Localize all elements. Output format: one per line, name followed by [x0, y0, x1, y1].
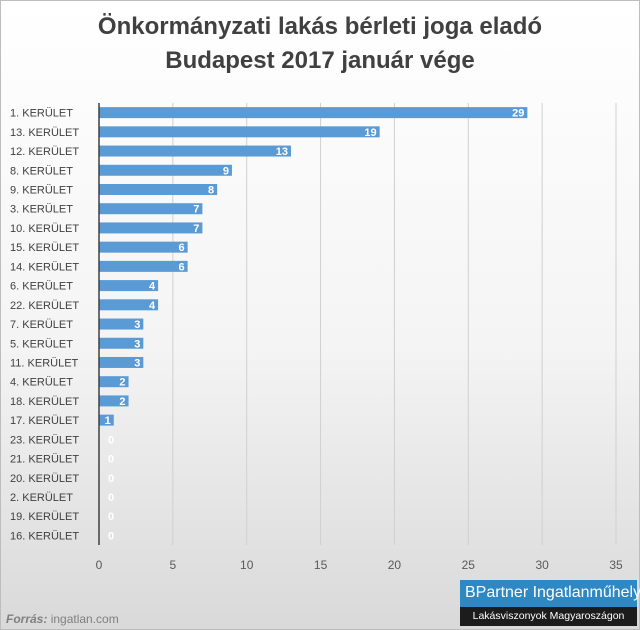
data-label: 19 [364, 127, 376, 139]
category-label: 9. KERÜLET [10, 184, 73, 196]
x-tick-label: 5 [170, 558, 177, 572]
bar [99, 395, 129, 407]
bar [99, 280, 159, 292]
x-tick-label: 30 [535, 558, 549, 572]
category-label: 13. KERÜLET [10, 127, 79, 139]
data-label: 0 [108, 492, 114, 504]
category-label: 22. KERÜLET [10, 300, 79, 312]
data-label: 3 [134, 319, 140, 331]
x-tick-label: 20 [388, 558, 402, 572]
category-label: 5. KERÜLET [10, 338, 73, 350]
data-label: 9 [223, 165, 229, 177]
category-label: 15. KERÜLET [10, 242, 79, 254]
category-label: 10. KERÜLET [10, 223, 79, 235]
x-tick-label: 25 [462, 558, 476, 572]
data-label: 4 [149, 281, 156, 293]
source-note: Forrás: ingatlan.com [6, 612, 119, 626]
data-label: 7 [193, 204, 199, 216]
category-label: 8. KERÜLET [10, 165, 73, 177]
category-label: 14. KERÜLET [10, 261, 79, 273]
data-label: 0 [108, 434, 114, 446]
category-label: 11. KERÜLET [10, 357, 79, 369]
data-label: 8 [208, 184, 214, 196]
category-label: 2. KERÜLET [10, 492, 73, 504]
bar [99, 299, 159, 311]
category-label: 17. KERÜLET [10, 415, 79, 427]
source-label: Forrás: [6, 612, 48, 626]
data-label: 3 [134, 338, 140, 350]
bar [99, 183, 218, 195]
bar [99, 107, 528, 119]
source-text: ingatlan.com [50, 612, 119, 626]
chart-title-line1: Önkormányzati lakás bérleti joga eladó [97, 13, 543, 40]
data-label: 7 [193, 223, 199, 235]
data-label: 2 [119, 396, 125, 408]
data-label: 0 [108, 473, 114, 485]
x-tick-label: 0 [96, 558, 103, 572]
category-label: 19. KERÜLET [10, 511, 79, 523]
brand-logo: BPartner Ingatlanműhely Lakásviszonyok M… [460, 580, 640, 626]
bar [99, 356, 144, 368]
bar [99, 376, 129, 388]
data-label: 4 [149, 300, 156, 312]
category-label: 20. KERÜLET [10, 473, 79, 485]
data-label: 6 [179, 242, 185, 254]
category-label: 3. KERÜLET [10, 204, 73, 216]
bar [99, 260, 188, 272]
data-label: 13 [276, 146, 288, 158]
chart-title: Önkormányzati lakás bérleti joga eladó B… [0, 10, 640, 78]
category-label: 21. KERÜLET [10, 454, 79, 466]
data-label: 0 [108, 530, 114, 542]
bar [99, 126, 380, 138]
bar [99, 145, 292, 157]
brand-tagline: Lakásviszonyok Magyaroszágon [460, 607, 637, 626]
data-label: 29 [512, 108, 524, 120]
category-label: 7. KERÜLET [10, 319, 73, 331]
bar [99, 222, 203, 234]
bar [99, 203, 203, 215]
bar [99, 241, 188, 253]
brand-name: BPartner Ingatlanműhely [465, 584, 640, 601]
bar [99, 164, 232, 176]
category-label: 18. KERÜLET [10, 396, 79, 408]
category-label: 23. KERÜLET [10, 434, 79, 446]
category-label: 1. KERÜLET [10, 108, 73, 120]
data-label: 1 [105, 415, 111, 427]
data-label: 6 [179, 261, 185, 273]
data-label: 2 [119, 377, 125, 389]
category-label: 4. KERÜLET [10, 377, 73, 389]
bar [99, 414, 114, 426]
bar [99, 337, 144, 349]
category-label: 12. KERÜLET [10, 146, 79, 158]
chart-title-line2: Budapest 2017 január vége [165, 47, 475, 74]
category-label: 16. KERÜLET [10, 530, 79, 542]
data-label: 3 [134, 357, 140, 369]
bar [99, 318, 144, 330]
x-tick-label: 15 [314, 558, 328, 572]
x-tick-label: 35 [609, 558, 623, 572]
data-label: 0 [108, 454, 114, 466]
x-tick-label: 10 [240, 558, 254, 572]
data-label: 0 [108, 511, 114, 523]
category-label: 6. KERÜLET [10, 281, 73, 293]
